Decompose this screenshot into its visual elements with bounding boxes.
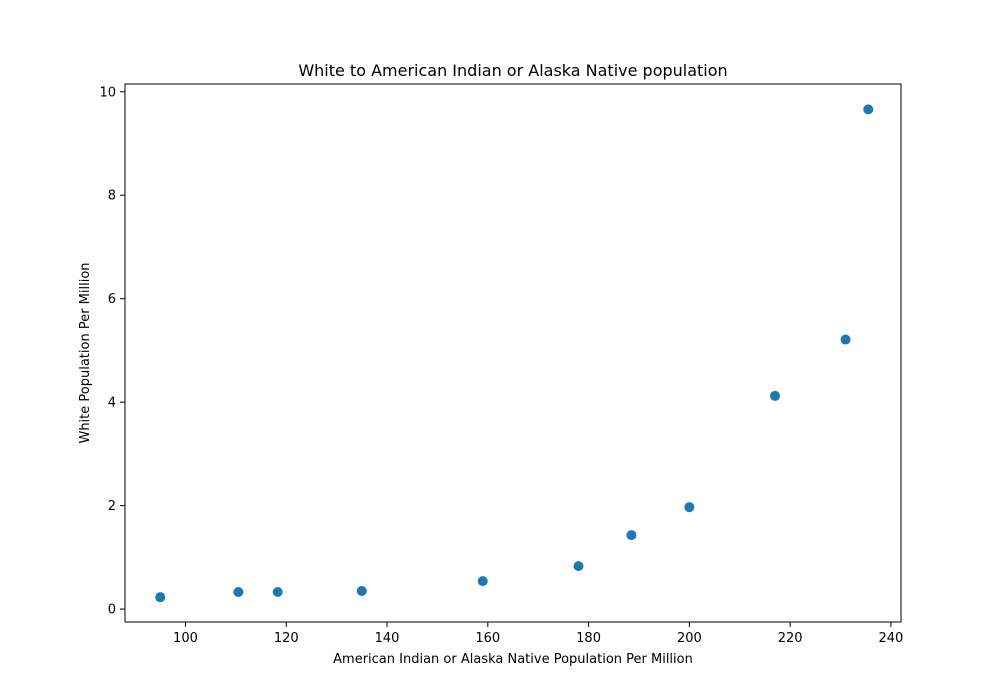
y-tick-label: 2: [108, 499, 116, 514]
x-tick-label: 220: [778, 631, 803, 646]
plot-frame: [124, 83, 902, 623]
data-point: [272, 586, 283, 597]
chart-title: White to American Indian or Alaska Nativ…: [298, 61, 727, 80]
data-point: [573, 561, 584, 572]
data-point: [477, 576, 488, 587]
x-axis-label: American Indian or Alaska Native Populat…: [333, 652, 693, 667]
x-tick-label: 200: [677, 631, 702, 646]
y-tick-label: 8: [108, 189, 116, 204]
y-tick-label: 6: [108, 292, 116, 307]
x-tick-label: 160: [475, 631, 500, 646]
y-axis-label: White Population Per Million: [78, 262, 93, 443]
x-tick-label: 100: [173, 631, 198, 646]
x-tick-label: 240: [879, 631, 904, 646]
y-tick-label: 10: [99, 85, 116, 100]
y-tick-label: 4: [108, 396, 116, 411]
x-tick-label: 140: [375, 631, 400, 646]
y-axis: 0 2 4 6 8 10: [99, 85, 125, 618]
data-point: [233, 586, 244, 597]
data-points: [155, 104, 874, 603]
data-point: [770, 390, 781, 401]
data-point: [155, 592, 166, 603]
x-tick-label: 180: [576, 631, 601, 646]
data-point: [626, 530, 637, 541]
data-point: [840, 334, 851, 345]
x-axis: 100 120 140 160 180 200 220 240: [173, 622, 903, 646]
data-point: [863, 104, 874, 115]
data-point: [356, 585, 367, 596]
y-tick-label: 0: [108, 603, 116, 618]
x-tick-label: 120: [274, 631, 299, 646]
data-point: [684, 502, 695, 513]
